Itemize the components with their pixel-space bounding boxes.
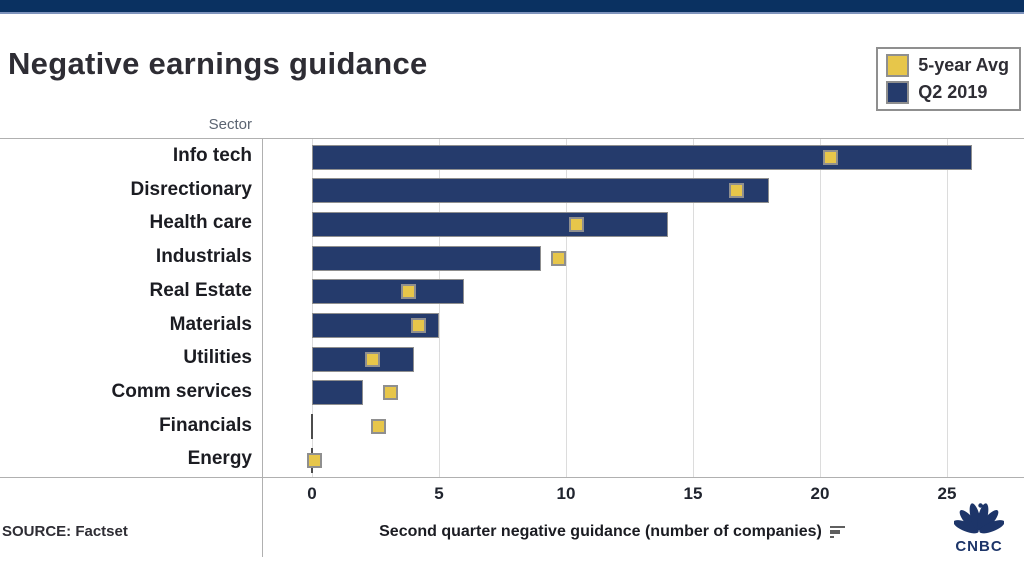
cnbc-logo: CNBC [942, 501, 1016, 555]
gridline-5 [438, 139, 440, 477]
category-label-disrectionary: Disrectionary [130, 178, 252, 200]
cnbc-wordmark: CNBC [955, 538, 1003, 555]
marker-5-year-avg [728, 183, 744, 199]
peacock-icon [953, 503, 1005, 534]
legend: 5-year Avg Q2 2019 [876, 47, 1021, 111]
category-label-comm-services: Comm services [111, 380, 252, 402]
plot-top-border [0, 138, 1024, 139]
x-tick-20: 20 [810, 484, 830, 503]
bar-q2-2019 [312, 279, 465, 305]
legend-item-5-year-avg: 5-year Avg [886, 54, 1009, 77]
legend-label: Q2 2019 [918, 82, 988, 102]
bar-q2-2019 [312, 211, 668, 237]
category-label-utilities: Utilities [183, 347, 252, 369]
bar-q2-2019 [312, 144, 973, 170]
bar-q2-2019 [312, 380, 363, 406]
category-axis-header: Sector [208, 116, 252, 133]
x-tick-10: 10 [556, 484, 576, 503]
legend-item-q2-2019: Q2 2019 [886, 81, 1009, 104]
x-axis-label-row: Second quarter negative guidance (number… [262, 523, 962, 541]
marker-5-year-avg [550, 250, 566, 266]
marker-5-year-avg [307, 452, 323, 468]
marker-5-year-avg [411, 318, 427, 333]
category-label-materials: Materials [169, 313, 252, 335]
legend-label: 5-year Avg [918, 55, 1009, 75]
category-label-health-care: Health care [149, 212, 252, 234]
marker-5-year-avg [365, 351, 381, 367]
bar-q2-2019 [312, 178, 770, 204]
marker-5-year-avg [383, 385, 399, 401]
x-tick-0: 0 [307, 484, 317, 503]
x-tick-25: 25 [937, 484, 957, 503]
bar-q2-2019 [312, 346, 414, 372]
marker-5-year-avg [568, 216, 584, 232]
factset-mark-icon [829, 526, 845, 538]
legend-swatch-yellow [886, 54, 910, 77]
chart-title: Negative earnings guidance [8, 46, 428, 81]
header-strip [0, 0, 1024, 14]
marker-5-year-avg [370, 419, 386, 435]
plot-bottom-border [0, 477, 1024, 478]
bar-q2-2019-zero [311, 414, 313, 440]
x-axis-label: Second quarter negative guidance (number… [379, 523, 822, 540]
gridline-0 [311, 139, 313, 477]
marker-5-year-avg [401, 284, 417, 300]
x-tick-15: 15 [683, 484, 703, 503]
legend-swatch-navy [886, 81, 910, 104]
marker-5-year-avg [822, 149, 838, 165]
category-axis-line [262, 138, 263, 557]
source-label: SOURCE: Factset [2, 523, 128, 540]
gridline-10 [565, 139, 567, 477]
x-tick-5: 5 [434, 484, 444, 503]
gridline-25 [946, 139, 948, 477]
category-label-real-estate: Real Estate [149, 279, 252, 301]
bar-q2-2019 [312, 245, 541, 271]
category-label-industrials: Industrials [155, 246, 252, 268]
category-label-info-tech: Info tech [172, 145, 252, 166]
gridline-15 [692, 139, 694, 477]
category-label-financials: Financials [159, 414, 252, 436]
gridline-20 [819, 139, 821, 477]
category-label-energy: Energy [187, 448, 252, 470]
